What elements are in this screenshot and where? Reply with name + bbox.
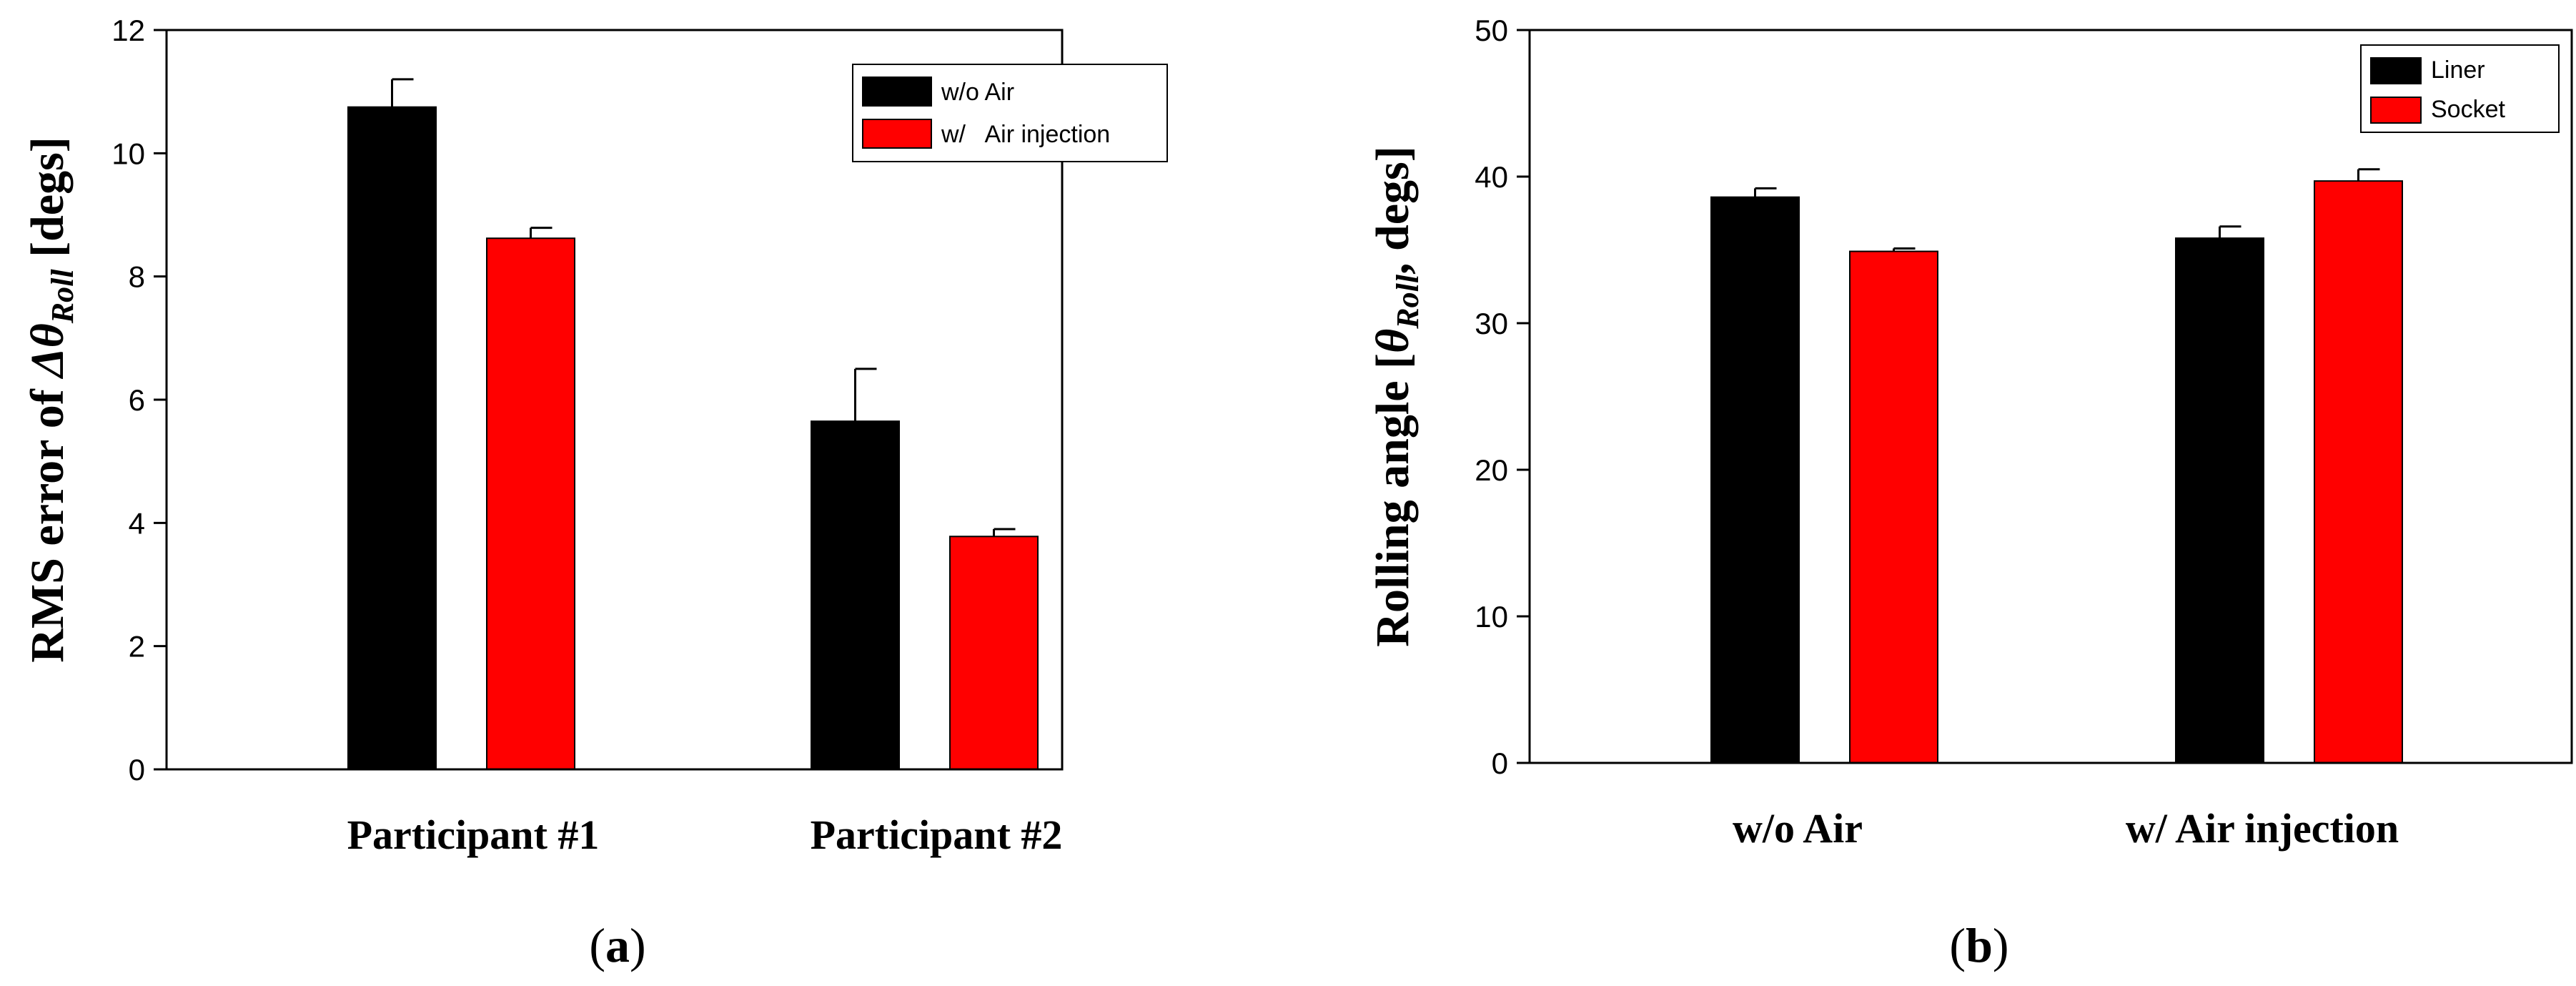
y-tick-label: 8: [129, 260, 145, 294]
legend-swatch: [2370, 97, 2422, 124]
y-tick-label: 10: [1475, 600, 1508, 633]
bar-liner: [2175, 237, 2264, 764]
bar-socket: [1849, 250, 1938, 764]
panel-paren-open: (: [1949, 918, 1966, 972]
y-axis-label: RMS error of ΔθRoll [degs]: [21, 137, 80, 663]
y-axis-label-part: θ: [1367, 329, 1419, 353]
category-label: w/o Air: [1733, 805, 1863, 852]
bar-w/-air-injection: [949, 536, 1039, 770]
panel-paren-open: (: [589, 918, 605, 972]
panel-letter: b: [1966, 918, 1993, 972]
y-tick-label: 0: [129, 753, 145, 787]
y-tick-label: 12: [112, 14, 145, 47]
legend-swatch: [2370, 57, 2422, 84]
y-axis-label-part: , degs]: [1367, 146, 1419, 275]
legend-label: w/ Air injection: [941, 121, 1110, 148]
y-axis-label-part: [degs]: [21, 137, 74, 269]
panel-paren-close: ): [1993, 918, 2009, 972]
bar-w/-air-injection: [486, 237, 575, 770]
legend-swatch: [862, 119, 932, 149]
y-axis-label: Rolling angle [θRoll, degs]: [1367, 146, 1425, 646]
legend-label: Liner: [2431, 56, 2485, 84]
panel-paren-close: ): [630, 918, 646, 972]
category-label: Participant #2: [811, 812, 1063, 858]
y-tick-label: 50: [1475, 14, 1508, 47]
y-tick-label: 4: [129, 506, 145, 540]
plot-frame: [1528, 29, 2573, 764]
legend-label: Socket: [2431, 96, 2505, 123]
bar-socket: [2314, 180, 2403, 764]
y-tick-label: 40: [1475, 160, 1508, 194]
chart-panel-b: 0 10 20 30 40 50 w/o Air w/ Air injection Rollin…: [1367, 14, 2573, 972]
bar-w/o-air: [347, 106, 437, 771]
chart-panel-a: 0 2 4 6 8 10 12 Participant #1 Participant #2 RMS…: [21, 14, 1168, 972]
y-tick-label: 2: [129, 630, 145, 664]
y-tick-label: 6: [129, 383, 145, 417]
bar-w/o-air: [811, 420, 900, 770]
y-tick-label: 10: [112, 137, 145, 170]
y-axis-label-part: RMS error of: [21, 378, 74, 663]
y-tick-label: 20: [1475, 453, 1508, 487]
y-axis-label-subscript: Roll: [45, 269, 80, 325]
panel-letter: a: [605, 918, 630, 972]
y-tick-label: 30: [1475, 307, 1508, 340]
panel-label: (b): [1949, 918, 2008, 972]
y-axis-label-subscript: Roll: [1390, 274, 1425, 330]
category-label: w/ Air injection: [2126, 805, 2399, 852]
category-label: Participant #1: [347, 812, 600, 858]
legend: w/o Air w/ Air injection: [852, 64, 1168, 162]
y-axis-label-part: Rolling angle [: [1367, 353, 1419, 647]
legend: Liner Socket: [2360, 44, 2560, 133]
panel-label: (a): [589, 918, 645, 972]
legend-label: w/o Air: [941, 79, 1014, 106]
legend-swatch: [862, 77, 932, 107]
y-axis-label-part: Δθ: [21, 323, 74, 380]
bar-liner: [1710, 196, 1800, 764]
y-tick-label: 0: [1492, 746, 1508, 780]
